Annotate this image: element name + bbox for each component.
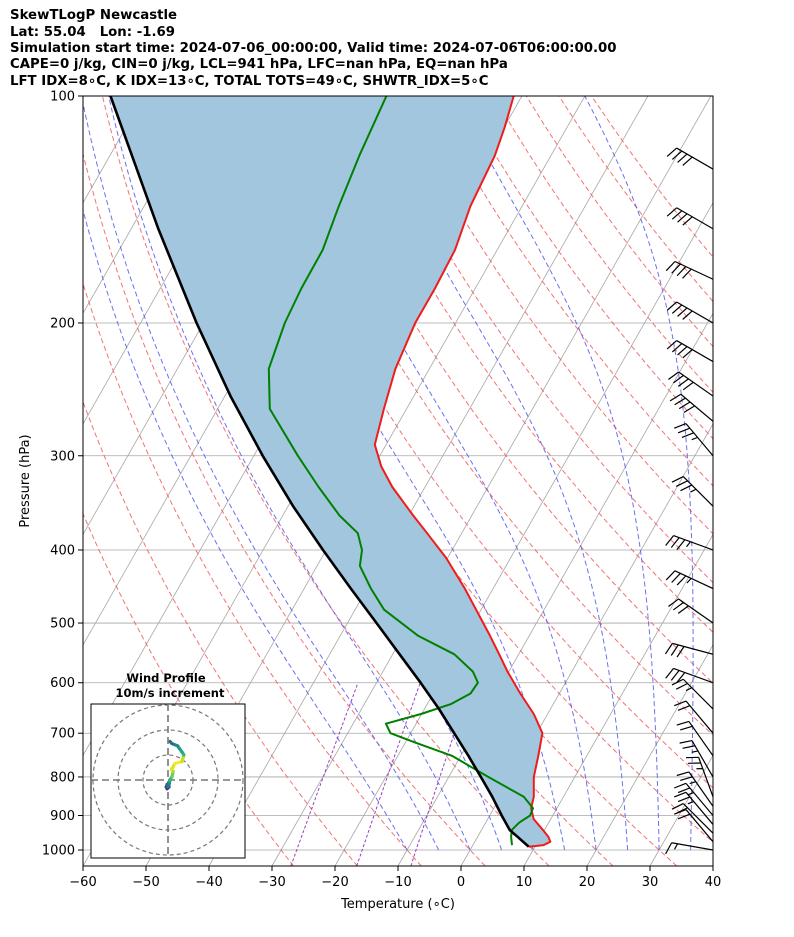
wind-barb — [665, 842, 713, 855]
y-tick-label: 400 — [50, 543, 75, 558]
wind-barb — [671, 802, 713, 834]
wind-barb — [666, 340, 713, 363]
isotherm-line — [0, 96, 18, 866]
x-tick-label: 40 — [705, 875, 722, 890]
index-line: LFT IDX=8∘C, K IDX=13∘C, TOTAL TOTS=49∘C… — [10, 74, 489, 89]
temperature-profile-line — [373, 96, 552, 848]
x-tick-label: −50 — [132, 875, 159, 890]
moist-adiabat — [721, 96, 744, 850]
x-tick-label: −60 — [69, 875, 96, 890]
profiles — [109, 96, 552, 848]
wind-barb — [666, 301, 713, 324]
moist-adiabat — [223, 96, 566, 851]
hodograph-inset: Wind Profile 10m/s increment — [90, 671, 246, 859]
isotherm-line — [523, 533, 713, 866]
background-lines — [0, 96, 744, 866]
cape-area — [110, 96, 551, 847]
wind-barb — [664, 642, 713, 658]
dewpoint-profile-line — [267, 96, 534, 846]
y-tick-label: 300 — [50, 449, 75, 464]
mixing-ratio-line — [356, 682, 421, 866]
hodograph-subtitle: 10m/s increment — [116, 686, 225, 700]
dry-adiabat — [83, 151, 486, 866]
dry-adiabat — [264, 96, 713, 736]
dry-adiabat — [297, 96, 713, 684]
wind-barb — [685, 756, 713, 798]
hodograph-segment — [168, 739, 174, 745]
dry-adiabat — [101, 96, 550, 866]
dry-adiabat — [83, 281, 422, 866]
y-tick-label: 100 — [50, 90, 75, 105]
wind-barb — [676, 720, 713, 757]
moist-adiabat — [108, 96, 471, 851]
isotherm-line — [586, 644, 713, 866]
wind-barb — [665, 667, 713, 684]
y-tick-label: 700 — [50, 727, 75, 742]
x-tick-label: −40 — [195, 875, 222, 890]
wind-barb — [676, 771, 713, 807]
dry-adiabat — [428, 96, 713, 487]
wind-barb — [666, 207, 713, 230]
x-tick-label: 10 — [516, 875, 533, 890]
y-tick-label: 900 — [50, 809, 75, 824]
y-tick-label: 600 — [50, 676, 75, 691]
moist-adiabat — [83, 208, 408, 851]
wind-barbs — [664, 96, 713, 855]
x-tick-label: −20 — [321, 875, 348, 890]
x-tick-label: −10 — [384, 875, 411, 890]
cape-line: CAPE=0 j/kg, CIN=0 j/kg, LCL=941 hPa, LF… — [10, 57, 508, 72]
moist-adiabat — [584, 96, 694, 850]
cape-region — [110, 96, 551, 847]
moist-adiabat — [83, 100, 440, 851]
wind-barb — [668, 371, 713, 397]
wind-barb — [674, 423, 713, 457]
moist-adiabat — [454, 96, 660, 850]
parcel-profile-line — [109, 96, 530, 848]
wind-barb — [671, 476, 713, 507]
wind-barb — [669, 393, 713, 422]
x-tick-label: 20 — [579, 875, 596, 890]
isotherm-line — [208, 96, 649, 866]
wind-barb — [674, 782, 713, 816]
wind-barb — [679, 739, 713, 778]
isotherm-line — [0, 96, 81, 866]
dry-adiabat — [558, 96, 713, 303]
title: SkewTLogP Newcastle — [10, 8, 178, 23]
wind-barb — [668, 598, 713, 624]
axes: −60 −50 −40 −30 −20 −10 0 10 20 30 40 100 200 300 400 5… — [42, 90, 721, 891]
y-tick-label: 800 — [50, 770, 75, 785]
y-tick-label: 1000 — [42, 844, 75, 859]
wind-barb — [665, 260, 713, 280]
y-axis-label: Pressure (hPa) — [18, 434, 33, 527]
dry-adiabat — [83, 512, 294, 866]
wind-barb — [665, 570, 713, 590]
wind-barb — [665, 535, 713, 551]
x-tick-label: 0 — [457, 875, 465, 890]
time-line: Simulation start time: 2024-07-06_00:00:… — [10, 41, 617, 56]
wind-barb — [674, 700, 713, 734]
x-tick-label: 30 — [642, 875, 659, 890]
dry-adiabat — [83, 400, 358, 866]
x-tick-label: −30 — [258, 875, 285, 890]
dry-adiabat — [362, 96, 713, 584]
mixing-ratio-line — [290, 682, 359, 866]
isotherm-line — [83, 96, 208, 315]
x-axis-label: Temperature (∘C) — [340, 897, 455, 912]
isotherm-line — [712, 865, 713, 866]
hodograph-title: Wind Profile — [126, 671, 206, 685]
wind-barb — [711, 96, 713, 97]
isotherm-line — [271, 96, 712, 866]
location-line: Lat: 55.04 Lon: -1.69 — [10, 25, 176, 40]
dry-adiabat — [525, 96, 713, 348]
wind-barb — [674, 791, 713, 825]
wind-barb — [666, 147, 713, 170]
wind-barb — [671, 678, 713, 710]
dry-adiabat — [395, 96, 713, 535]
isotherm-line — [334, 202, 713, 866]
y-tick-label: 200 — [50, 316, 75, 331]
y-tick-label: 500 — [50, 617, 75, 632]
